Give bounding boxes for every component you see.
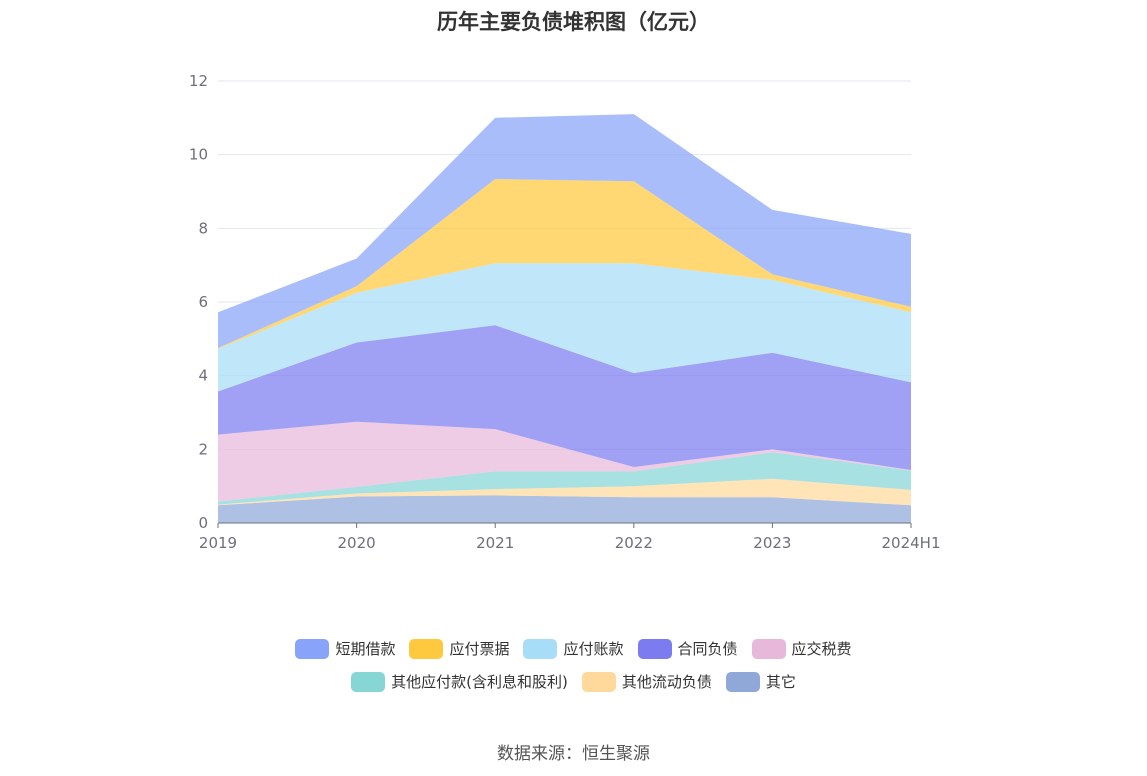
x-tick-label: 2022 — [615, 534, 653, 552]
x-tick-label: 2023 — [753, 534, 791, 552]
x-tick-label: 2024H1 — [882, 534, 941, 552]
data-source-note: 数据来源：恒生聚源 — [497, 744, 650, 764]
legend-item[interactable]: 短期借款 — [295, 638, 395, 659]
y-tick-label: 0 — [198, 514, 208, 532]
legend-label: 应付账款 — [563, 640, 624, 658]
legend-item[interactable]: 其他流动负债 — [581, 671, 712, 692]
legend-label: 短期借款 — [335, 640, 396, 658]
legend-swatch — [581, 671, 616, 692]
legend-item[interactable]: 合同负债 — [637, 638, 738, 659]
legend-item[interactable]: 应交税费 — [751, 638, 852, 659]
legend-swatch — [637, 638, 672, 659]
legend-swatch — [523, 638, 558, 659]
chart-title: 历年主要负债堆积图（亿元） — [437, 10, 710, 34]
legend-label: 合同负债 — [677, 640, 738, 658]
y-tick-label: 12 — [189, 72, 208, 90]
legend-swatch — [725, 671, 760, 692]
y-tick-label: 2 — [198, 440, 208, 458]
area-series-2[interactable] — [218, 478, 911, 506]
area-series-4[interactable] — [218, 421, 911, 502]
legend-swatch — [351, 671, 386, 692]
y-tick-label: 4 — [198, 367, 208, 385]
x-tick-label: 2020 — [338, 534, 376, 552]
legend-label: 其他应付款(含利息和股利) — [391, 673, 568, 691]
legend-label: 其它 — [765, 673, 796, 691]
x-tick-label: 2019 — [199, 534, 237, 552]
y-tick-label: 6 — [198, 293, 208, 311]
area-series-8[interactable] — [218, 114, 911, 348]
legend-item[interactable]: 应付票据 — [409, 638, 509, 659]
y-tick-label: 10 — [189, 146, 208, 164]
axes: 0 2 4 6 8 10 12 2019 2020 2021 2022 2023 2024H1 — [189, 72, 941, 552]
legend-swatch — [295, 638, 330, 659]
legend-label: 其他流动负债 — [621, 673, 712, 691]
area-series-5[interactable] — [218, 325, 911, 470]
legend: 短期借款 应付票据 应付账款 合同负债 应交税费 其他应付款(含利息和股利) 其他流动负债… — [0, 638, 1147, 704]
x-tick-label: 2021 — [476, 534, 514, 552]
stacked-area-chart: 0 2 4 6 8 10 12 2019 2020 2021 2022 2023 2024H1 — [189, 72, 941, 552]
legend-label: 应付票据 — [449, 640, 510, 658]
legend-swatch — [751, 638, 786, 659]
legend-row: 其他应付款(含利息和股利) 其他流动负债 其它 — [0, 671, 1147, 692]
legend-item[interactable]: 其他应付款(含利息和股利) — [351, 671, 568, 692]
legend-swatch — [409, 638, 444, 659]
area-series-3[interactable] — [218, 452, 911, 505]
legend-label: 应交税费 — [791, 640, 852, 658]
area-series-7[interactable] — [218, 179, 911, 349]
y-tick-label: 8 — [198, 219, 208, 237]
legend-item[interactable]: 应付账款 — [523, 638, 624, 659]
area-series-1[interactable] — [218, 495, 911, 523]
area-series-6[interactable] — [218, 263, 911, 392]
legend-item[interactable]: 其它 — [725, 671, 796, 692]
area-series-group — [218, 114, 911, 523]
legend-row: 短期借款 应付票据 应付账款 合同负债 应交税费 — [0, 638, 1147, 659]
